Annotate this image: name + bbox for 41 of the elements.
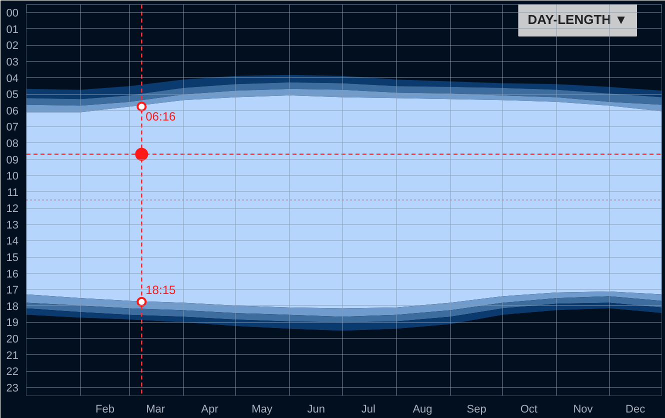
- y-tick-label: 13: [6, 219, 19, 232]
- x-tick-label: Mar: [146, 404, 166, 416]
- x-tick-label: Jul: [361, 404, 376, 416]
- y-tick-label: 11: [7, 186, 19, 199]
- annotation: DAY-LENGTH ▼: [528, 12, 628, 27]
- point: [136, 102, 147, 112]
- x-tick-label: Aug: [412, 404, 432, 416]
- y-tick-label: 05: [6, 89, 19, 102]
- y-tick-label: 09: [6, 154, 19, 166]
- y-tick-label: 01: [6, 24, 19, 36]
- y-tick-label: 22: [6, 366, 19, 378]
- x-tick-label: May: [252, 404, 273, 416]
- x-tick-label: Nov: [573, 404, 594, 416]
- y-tick-label: 17: [6, 284, 19, 297]
- y-tick-label: 18: [6, 300, 19, 313]
- y-tick-label: 00: [6, 8, 19, 20]
- x-tick-label: Jun: [307, 404, 325, 416]
- point: [135, 148, 148, 161]
- y-tick-label: 03: [6, 56, 19, 69]
- y-tick-label: 08: [6, 138, 19, 150]
- x-tick-label: Sep: [466, 404, 486, 416]
- x-tick-label: Oct: [520, 404, 538, 416]
- y-tick-label: 07: [6, 122, 19, 134]
- y-tick-label: 06: [6, 105, 19, 118]
- y-tick-label: 19: [6, 317, 19, 330]
- annotation: 18:15: [146, 282, 176, 297]
- y-tick-label: 16: [6, 268, 19, 280]
- y-tick-label: 15: [6, 252, 19, 264]
- x-tick-label: Dec: [626, 404, 646, 416]
- y-tick-label: 10: [6, 170, 19, 183]
- point: [136, 296, 147, 307]
- y-tick-label: 12: [6, 203, 19, 216]
- x-tick-label: Feb: [96, 404, 114, 416]
- y-tick-label: 21: [6, 350, 19, 362]
- y-tick-label: 23: [6, 382, 19, 394]
- y-tick-label: 02: [6, 40, 19, 52]
- y-tick-label: 14: [6, 236, 19, 248]
- y-tick-label: 20: [6, 333, 19, 346]
- annotation: 06:16: [146, 110, 176, 124]
- x-tick-label: Apr: [201, 404, 219, 416]
- y-tick-label: 04: [6, 72, 19, 85]
